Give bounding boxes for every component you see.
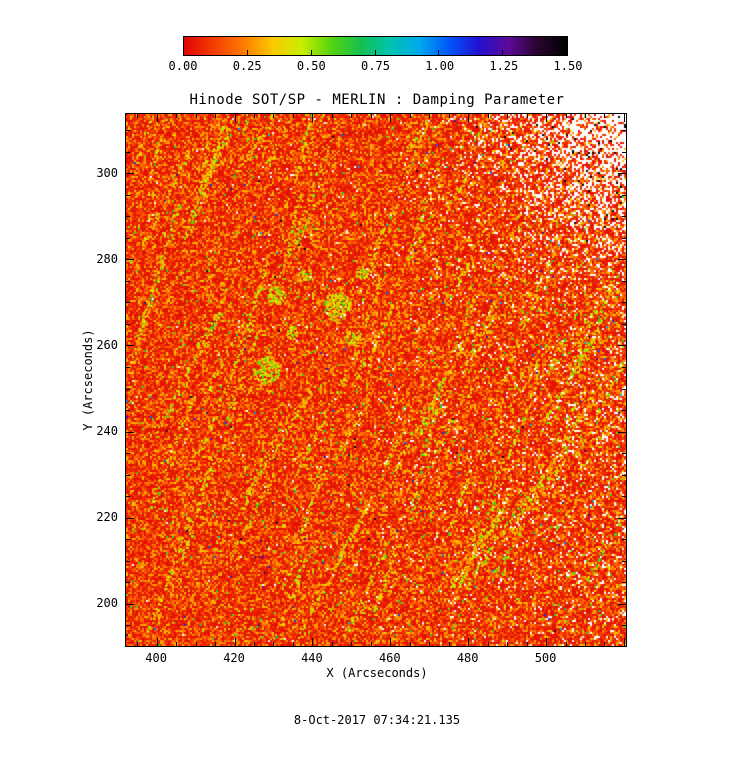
chart-title: Hinode SOT/SP - MERLIN : Damping Paramet… [189,92,565,108]
x-axis-label: X (Arcseconds) [326,666,428,680]
x-tick-label: 480 [456,651,479,665]
colorbar-tick-label: 1.00 [425,59,455,73]
damping-parameter-map [126,114,626,646]
x-tick-label: 500 [534,651,557,665]
timestamp: 8-Oct-2017 07:34:21.135 [293,713,461,727]
x-tick-label: 440 [301,651,323,665]
x-tick-label: 460 [378,651,401,665]
y-tick-label: 200 [96,596,118,611]
y-tick-label: 280 [96,251,118,266]
plot-area [125,113,627,647]
x-tick-label: 420 [223,651,245,665]
x-tick-labels: 400 420 440 460 480 500 [125,651,627,666]
y-tick-label: 240 [96,424,118,439]
x-tick-label: 400 [145,651,167,665]
colorbar [183,36,568,56]
colorbar-tick-label: 0.50 [296,59,326,73]
colorbar-tick-labels: 0.00 0.25 0.50 0.75 1.00 1.25 1.50 [169,59,583,74]
y-axis-label: Y (Arcseconds) [81,329,95,431]
colorbar-tick-label: 0.00 [168,59,198,73]
colorbar-tick-label: 0.25 [232,59,262,73]
colorbar-tick-label: 1.25 [489,59,519,73]
y-tick-label: 260 [96,337,118,352]
colorbar-gradient [184,37,567,55]
colorbar-tick-label: 1.50 [553,59,583,73]
colorbar-tick-label: 0.75 [361,59,390,73]
y-tick-label: 300 [96,165,118,180]
y-tick-label: 220 [96,510,118,525]
y-tick-labels: 200 220 240 260 280 300 [76,113,118,647]
